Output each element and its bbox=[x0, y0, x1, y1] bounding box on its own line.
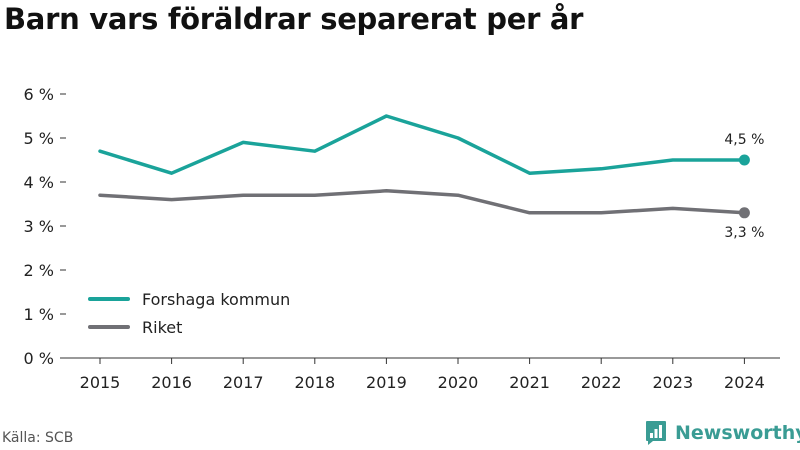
end-labels: 4,5 % 3,3 % bbox=[724, 132, 764, 241]
x-tick-label: 2023 bbox=[652, 373, 693, 392]
x-axis: 2015 2016 2017 2018 2019 2020 2021 2022 2023 2024 bbox=[66, 357, 780, 392]
y-tick-label: 0 % bbox=[24, 349, 54, 368]
y-tick-label: 1 % bbox=[24, 305, 54, 324]
x-tick-label: 2019 bbox=[366, 373, 407, 392]
y-tick-label: 6 % bbox=[24, 85, 54, 104]
legend-label-1: Riket bbox=[142, 318, 182, 337]
source-note: Källa: SCB bbox=[2, 430, 74, 446]
y-tick-label: 5 % bbox=[24, 129, 54, 148]
series-lines bbox=[98, 114, 747, 215]
brand-logo: Newsworthy bbox=[645, 420, 800, 446]
legend: Forshaga kommun Riket bbox=[80, 285, 316, 343]
newsworthy-logo-icon bbox=[646, 421, 666, 445]
series-line-0 bbox=[98, 114, 747, 175]
chart-title: Barn vars föräldrar separerat per år bbox=[4, 2, 584, 36]
x-tick-label: 2018 bbox=[294, 373, 335, 392]
legend-label-0: Forshaga kommun bbox=[142, 290, 290, 309]
y-axis: 0 % 1 % 2 % 3 % 4 % 5 % 6 % bbox=[24, 85, 66, 368]
data-label-1: 3,3 % bbox=[724, 225, 764, 241]
data-label-0: 4,5 % bbox=[724, 132, 764, 148]
x-tick-label: 2017 bbox=[223, 373, 264, 392]
end-points bbox=[738, 154, 750, 219]
brand-name: Newsworthy bbox=[675, 422, 800, 444]
y-tick-label: 3 % bbox=[24, 217, 54, 236]
y-tick-label: 4 % bbox=[24, 173, 54, 192]
line-chart: 0 %1 %2 %3 %4 %5 %6 % 2015 2016 2017 2018 20… bbox=[24, 85, 780, 392]
x-tick-label: 2024 bbox=[724, 373, 765, 392]
x-tick-label: 2021 bbox=[509, 373, 550, 392]
legend-background bbox=[80, 285, 316, 343]
series-line-1 bbox=[98, 189, 747, 215]
series-end-point-1 bbox=[738, 207, 750, 219]
x-tick-label: 2016 bbox=[151, 373, 192, 392]
series-end-point-0 bbox=[738, 154, 750, 166]
x-tick-label: 2022 bbox=[581, 373, 622, 392]
x-tick-label: 2020 bbox=[438, 373, 479, 392]
x-tick-label: 2015 bbox=[80, 373, 121, 392]
y-tick-label: 2 % bbox=[24, 261, 54, 280]
